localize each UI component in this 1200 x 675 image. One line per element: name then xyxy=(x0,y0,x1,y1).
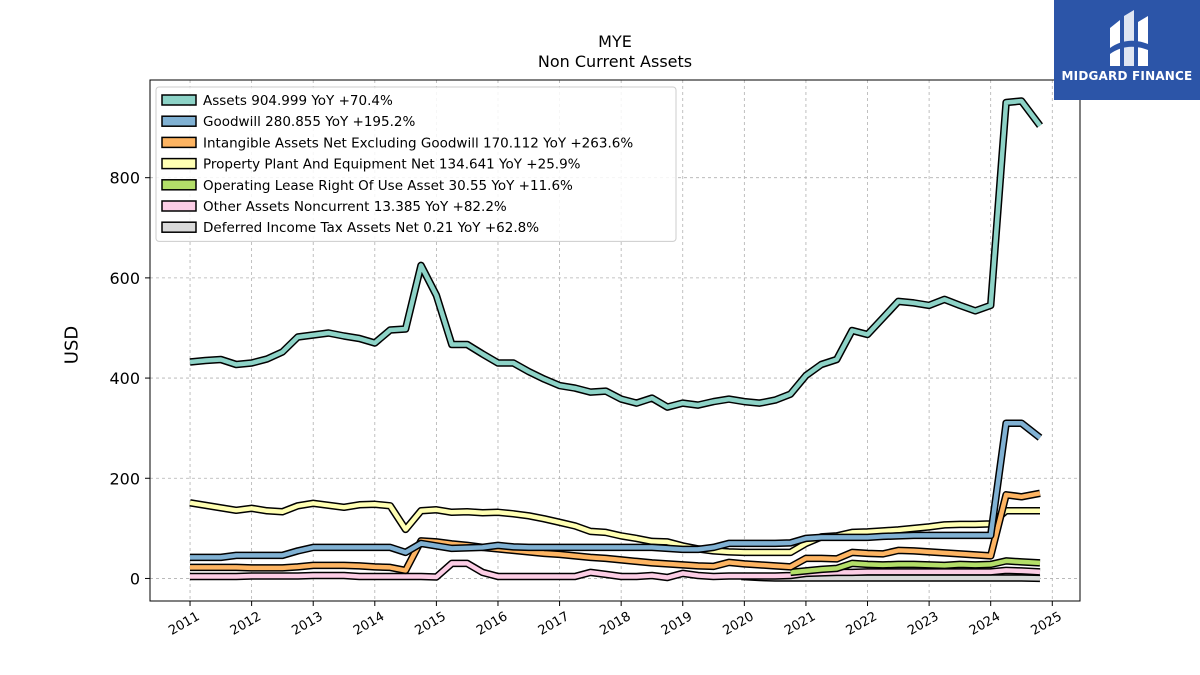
legend-label: Other Assets Noncurrent 13.385 YoY +82.2… xyxy=(203,199,507,215)
legend-label: Assets 904.999 YoY +70.4% xyxy=(203,93,393,109)
legend-swatch xyxy=(161,94,197,106)
x-tick-label: 2025 xyxy=(1028,609,1064,639)
legend-swatch xyxy=(161,136,197,149)
x-tick-label: 2018 xyxy=(597,609,633,639)
legend-swatch xyxy=(161,157,197,170)
brand-logo: MIDGARD FINANCE xyxy=(1054,0,1200,100)
series-line-goodwill xyxy=(190,420,1042,560)
y-tick-label: 600 xyxy=(109,269,140,288)
y-tick-label: 800 xyxy=(109,169,140,188)
y-tick-label: 0 xyxy=(130,569,140,588)
x-tick-label: 2020 xyxy=(721,609,757,639)
series-line-assets xyxy=(189,98,1042,410)
grid xyxy=(150,80,1080,601)
series-lines xyxy=(189,97,1043,583)
x-tick-label: 2023 xyxy=(905,609,941,639)
x-tick-label: 2017 xyxy=(536,609,572,639)
legend-swatch xyxy=(161,115,197,127)
series-line-property-plant-and-equipment-net xyxy=(189,500,1040,555)
series-line-operating-lease-right-of-use-asset xyxy=(790,558,1041,575)
x-tick-label: 2019 xyxy=(659,609,695,639)
brand-name: MIDGARD FINANCE xyxy=(1061,69,1193,83)
x-tick-label: 2015 xyxy=(413,609,449,639)
chart-subtitle: Non Current Assets xyxy=(537,52,693,71)
legend-label: Deferred Income Tax Assets Net 0.21 YoY … xyxy=(203,220,539,236)
x-tick-label: 2012 xyxy=(228,609,264,639)
legend-label: Property Plant And Equipment Net 134.641… xyxy=(203,157,581,173)
legend-swatch xyxy=(161,179,197,191)
series-line-other-assets-noncurrent xyxy=(190,561,1041,580)
legend-box xyxy=(155,86,677,242)
legend-label: Operating Lease Right Of Use Asset 30.55… xyxy=(203,178,573,194)
x-tick-label: 2024 xyxy=(967,609,1003,639)
legend-swatch xyxy=(161,200,197,212)
x-tick-label: 2021 xyxy=(782,609,818,639)
y-tick-label: 400 xyxy=(109,369,140,388)
x-tick-label: 2014 xyxy=(351,609,387,639)
legend-label: Goodwill 280.855 YoY +195.2% xyxy=(203,114,415,130)
legend-label: Intangible Assets Net Excluding Goodwill… xyxy=(203,135,633,151)
plot-frame xyxy=(149,79,1081,602)
chart-title: MYE xyxy=(598,32,632,51)
x-tick-label: 2011 xyxy=(166,609,202,639)
y-tick-label: 200 xyxy=(109,469,140,488)
series-line-intangible-assets-net-excluding-goodwill xyxy=(190,491,1041,573)
x-tick-label: 2016 xyxy=(474,609,510,639)
x-tick-label: 2013 xyxy=(289,609,325,639)
x-tick-label: 2022 xyxy=(844,609,880,639)
legend: Assets 904.999 YoY +70.4% Goodwill 280.85… xyxy=(155,86,677,242)
brand-mark-icon xyxy=(1110,10,1148,66)
legend-swatch xyxy=(161,221,197,233)
